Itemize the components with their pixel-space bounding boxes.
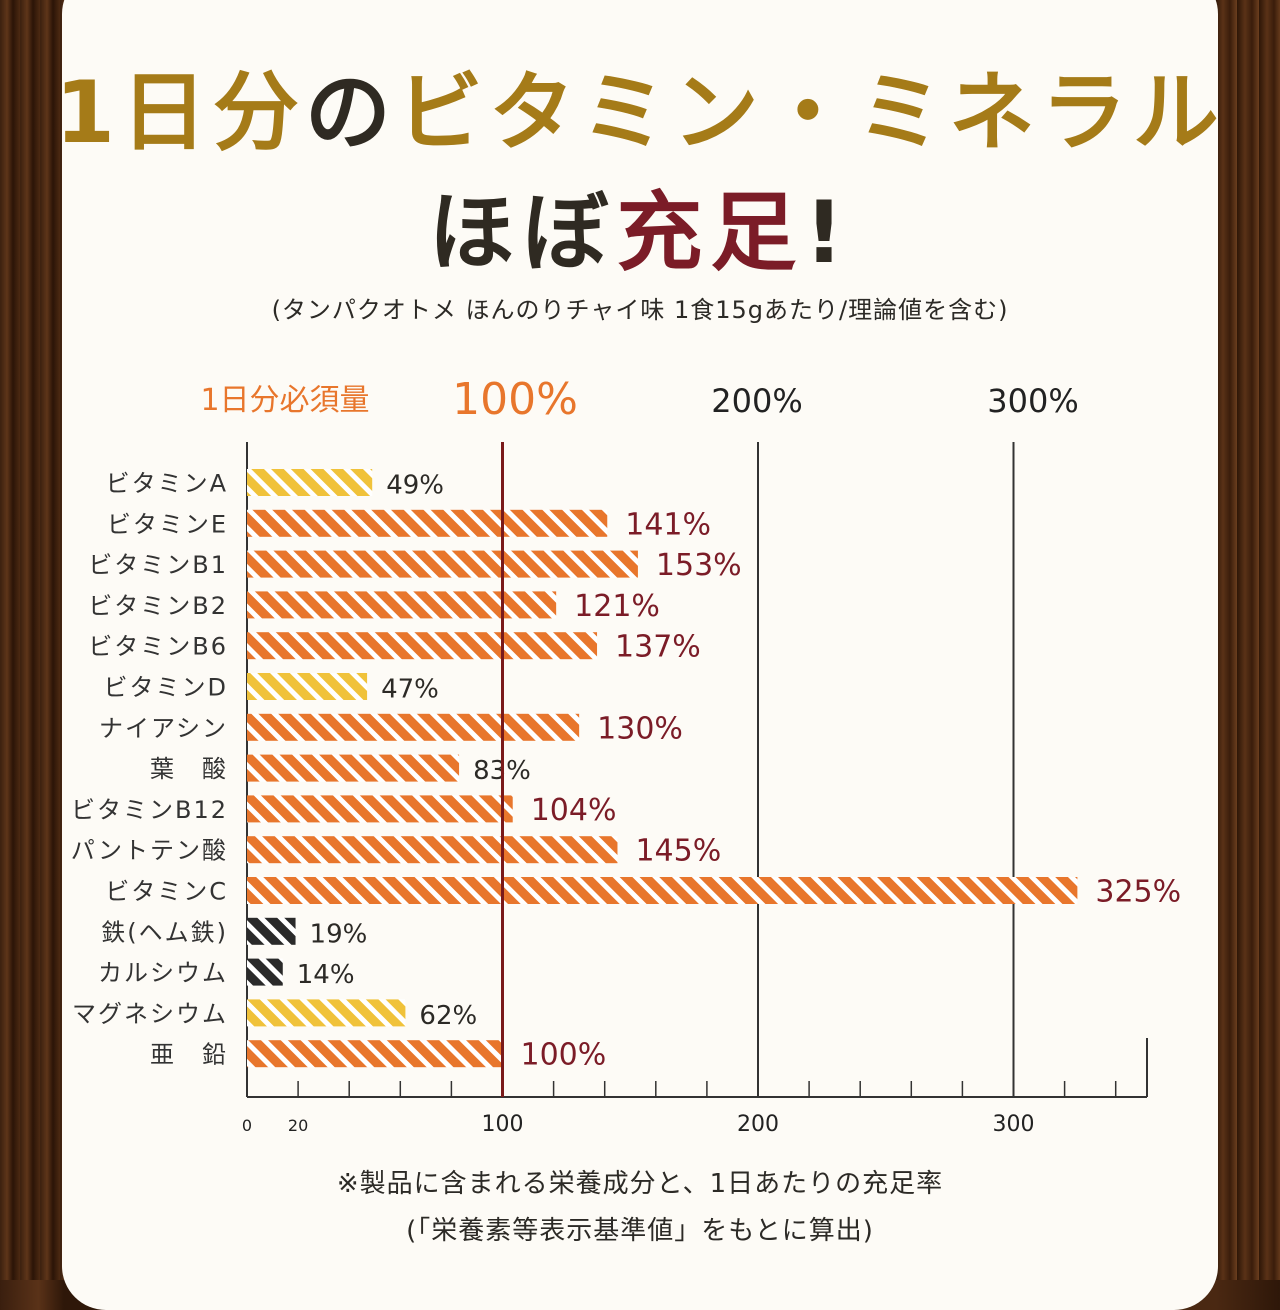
value-label: 121%	[574, 589, 660, 624]
bar	[247, 1040, 503, 1068]
category-label: ビタミンD	[104, 674, 228, 702]
header-tick: 200%	[711, 382, 802, 420]
category-label: 葉 酸	[150, 755, 228, 783]
category-label: カルシウム	[98, 959, 228, 987]
wood-background-right	[1215, 0, 1280, 1280]
bar	[247, 509, 608, 537]
bar	[247, 836, 618, 864]
x-tick-label: 100	[482, 1112, 524, 1137]
header-tick: 100%	[452, 374, 578, 425]
value-label: 141%	[625, 507, 711, 542]
headline-line1: 1日分のビタミン・ミネラル	[0, 42, 1280, 167]
bar	[247, 958, 283, 986]
x-tick-label: 20	[288, 1116, 308, 1135]
category-label: ビタミンB12	[71, 796, 228, 824]
value-label: 325%	[1095, 875, 1181, 910]
value-label: 62%	[419, 1001, 477, 1031]
headline-part-6: !	[804, 183, 852, 283]
headline-part-4: ほぼ	[428, 183, 617, 283]
headline-part-5: 充足	[616, 183, 805, 283]
category-label: パントテン酸	[71, 837, 228, 865]
x-tick-label: 0	[242, 1116, 252, 1135]
value-label: 19%	[310, 919, 368, 949]
bar	[247, 550, 638, 578]
value-label: 14%	[297, 960, 355, 990]
header-label: 1日分必須量	[200, 383, 369, 418]
x-tick-label: 300	[993, 1112, 1035, 1137]
category-label: ナイアシン	[99, 714, 228, 742]
bar	[247, 713, 580, 741]
headline-line2: ほぼ充足!	[0, 162, 1280, 287]
value-label: 145%	[635, 834, 721, 869]
headline-part-1: 1日分	[55, 63, 305, 163]
category-label: 亜 鉛	[150, 1041, 228, 1069]
value-label: 130%	[597, 711, 683, 746]
value-label: 100%	[521, 1038, 607, 1073]
bar	[247, 917, 296, 945]
value-label: 104%	[531, 793, 617, 828]
header-tick: 300%	[987, 382, 1078, 420]
category-label: ビタミンE	[107, 510, 228, 538]
category-label: 鉄(ヘム鉄)	[101, 918, 228, 946]
category-label: ビタミンB1	[88, 551, 228, 579]
footnote-line1: ※製品に含まれる栄養成分と、1日あたりの充足率	[336, 1169, 944, 1199]
wood-background-left	[0, 0, 70, 1280]
category-label: ビタミンB2	[88, 592, 228, 620]
footnote-line2: (「栄養素等表示基準値」をもとに算出)	[406, 1216, 874, 1246]
bar	[247, 469, 373, 496]
category-label: ビタミンA	[106, 470, 228, 498]
headline-part-2: の	[304, 63, 397, 163]
category-label: ビタミンC	[105, 878, 228, 906]
bar	[247, 591, 557, 619]
value-label: 137%	[615, 630, 701, 665]
bar	[247, 632, 598, 660]
bar	[247, 673, 368, 700]
bar	[247, 877, 1078, 904]
bar	[247, 999, 406, 1027]
category-label: マグネシウム	[72, 1000, 228, 1028]
headline-part-3: ビタミン・ミネラル	[396, 63, 1225, 163]
x-tick-label: 200	[737, 1112, 779, 1137]
bar	[247, 795, 513, 823]
value-label: 153%	[656, 548, 742, 583]
value-label: 49%	[386, 471, 444, 501]
chart-subtitle: (タンパクオトメ ほんのりチャイ味 1食15gあたり/理論値を含む)	[271, 296, 1009, 324]
value-label: 47%	[381, 675, 439, 705]
nutrient-bar-chart: 1日分必須量 100% 200% 300% ビタミンA 49% ビタミンE 141% ビタミンB…	[71, 374, 1181, 1137]
category-label: ビタミンB6	[88, 633, 228, 661]
bar	[247, 754, 460, 782]
